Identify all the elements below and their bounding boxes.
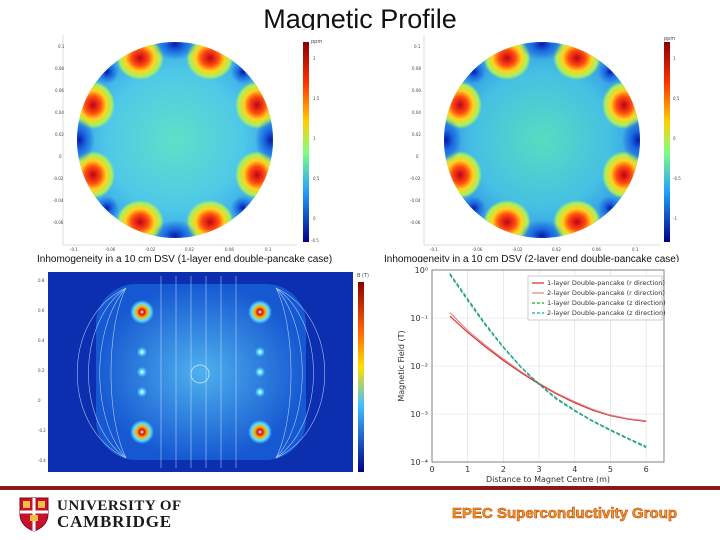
svg-text:0.02: 0.02 [412,132,421,137]
y-tick-label: 10⁻³ [410,410,428,419]
y-tick-label: 10⁻⁴ [410,458,428,467]
svg-text:0.04: 0.04 [412,110,421,115]
series-line [449,315,647,422]
colorbar-label-field-map: B (T) [357,273,369,279]
svg-text:-0.02: -0.02 [53,176,64,181]
colorbar-left [303,42,309,242]
svg-text:-0.04: -0.04 [410,198,421,203]
svg-text:0: 0 [38,398,41,403]
colorbar-right [664,42,670,242]
svg-text:0.02: 0.02 [185,247,194,252]
svg-text:0: 0 [313,216,316,221]
svg-text:-0.4: -0.4 [38,458,46,463]
svg-text:0.8: 0.8 [38,278,45,283]
svg-text:0.02: 0.02 [552,247,561,252]
x-tick-label: 2 [501,465,506,474]
colorbar-field-map [358,282,364,472]
legend-box [527,275,663,321]
svg-text:-0.06: -0.06 [105,247,116,252]
svg-text:0.4: 0.4 [38,338,45,343]
page-title: Magnetic Profile [263,4,457,34]
x-axis-label: Distance to Magnet Centre (m) [486,475,610,484]
legend-entry: 2-layer Double-pancake (z direction) [547,309,666,317]
svg-text:0.5: 0.5 [673,96,680,101]
svg-text:0.1: 0.1 [414,44,421,49]
group-name: EPEC Superconductivity Group [452,505,678,523]
svg-text:-0.5: -0.5 [311,238,319,243]
legend-entry: 2-layer Double-pancake (r direction) [547,289,665,297]
footer-bar [0,486,720,490]
svg-text:1: 1 [673,56,676,61]
x-tick-label: 1 [465,465,470,474]
x-tick-label: 3 [537,465,542,474]
colorbar-label-right: ppm [664,36,675,42]
legend-entry: 1-layer Double-pancake (z direction) [547,299,666,307]
university-crest [19,497,49,532]
svg-text:0.08: 0.08 [55,66,64,71]
svg-text:0.1: 0.1 [265,247,272,252]
y-axis-label: Magnetic Field (T) [397,330,406,401]
svg-text:0.2: 0.2 [38,368,45,373]
svg-text:-1: -1 [673,216,677,221]
caption-left: Inhomogeneity in a 10 cm DSV (1-layer en… [37,254,333,265]
svg-text:0.06: 0.06 [592,247,601,252]
svg-text:-0.02: -0.02 [410,176,421,181]
svg-text:0.5: 0.5 [313,176,320,181]
svg-text:-0.2: -0.2 [38,428,46,433]
svg-text:0: 0 [59,154,62,159]
inhomogeneity-plot-right: 0.1 0.08 0.06 0.04 0.02 0 -0.02 -0.04 -0.06 -0… [402,30,692,252]
svg-text:2: 2 [313,56,316,61]
svg-text:-0.1: -0.1 [430,247,438,252]
university-name: UNIVERSITY OF CAMBRIDGE [57,498,182,530]
svg-text:-0.02: -0.02 [512,247,523,252]
svg-text:0.1: 0.1 [58,44,65,49]
svg-text:-0.06: -0.06 [53,220,64,225]
svg-text:0.06: 0.06 [55,88,64,93]
chart-plot-area: 10⁰ 10⁻¹ 10⁻² 10⁻³ 10⁻⁴0 1 2 3 4 5 6 Distance to Ma… [397,266,666,484]
x-tick-label: 0 [429,465,434,474]
svg-text:0.1: 0.1 [632,247,639,252]
svg-text:0.04: 0.04 [55,110,64,115]
svg-text:-0.04: -0.04 [53,198,64,203]
x-tick-label: 5 [608,465,613,474]
plot-frame [431,269,665,463]
svg-text:-0.02: -0.02 [145,247,156,252]
legend-entry: 1-layer Double-pancake (r direction) [547,279,665,287]
svg-text:1.5: 1.5 [313,96,320,101]
svg-text:0.06: 0.06 [225,247,234,252]
svg-text:0.02: 0.02 [55,132,64,137]
inhomogeneity-plot-left: 0.1 0.08 0.06 0.04 0.02 0 -0.02 -0.04 -0.06 -0… [45,30,335,252]
x-tick-label: 4 [572,465,577,474]
series-line [449,312,647,422]
svg-text:-0.1: -0.1 [70,247,78,252]
svg-text:0.6: 0.6 [38,308,45,313]
svg-text:0: 0 [673,136,676,141]
svg-text:0.08: 0.08 [412,66,421,71]
svg-text:-0.06: -0.06 [472,247,483,252]
field-decay-chart: 10⁰ 10⁻¹ 10⁻² 10⁻³ 10⁻⁴0 1 2 3 4 5 6 Distance to Ma… [390,262,680,484]
contour-disc-left [77,42,273,238]
series-line [449,273,647,448]
svg-text:0.06: 0.06 [412,88,421,93]
university-line-1: UNIVERSITY OF [57,498,182,514]
svg-text:-0.5: -0.5 [673,176,681,181]
svg-text:1: 1 [313,136,316,141]
y-tick-label: 10⁰ [415,266,428,275]
x-tick-label: 6 [644,465,649,474]
svg-text:-0.06: -0.06 [410,220,421,225]
y-tick-label: 10⁻² [410,362,428,371]
series-line [449,274,647,449]
caption-right: Inhomogeneity in a 10 cm DSV (2-layer en… [384,254,680,265]
svg-text:0: 0 [416,154,419,159]
field-map-plot: 0.8 0.6 0.4 0.2 0 -0.2 -0.4 B (T) [36,268,376,480]
university-line-2: CAMBRIDGE [57,512,172,531]
y-tick-label: 10⁻¹ [410,314,428,323]
colorbar-label-left: ppm [311,39,322,45]
